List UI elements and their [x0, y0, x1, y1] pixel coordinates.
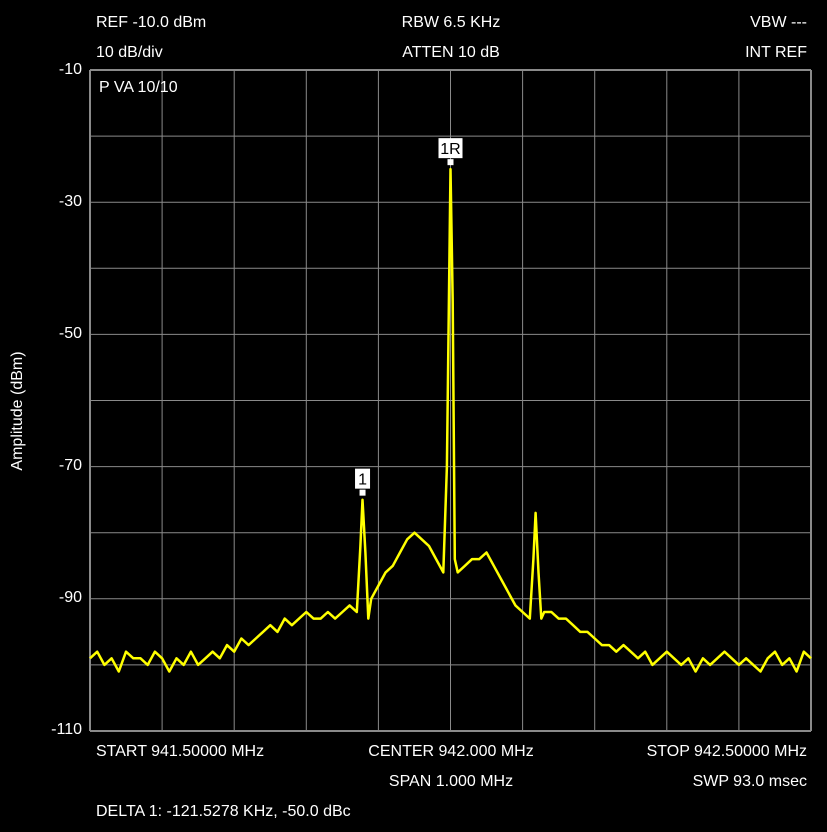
- marker-label-box: [438, 138, 463, 159]
- y-tick-label: -50: [58, 325, 82, 342]
- stop-frequency: STOP 942.50000 MHz: [646, 743, 807, 760]
- ref-level: REF -10.0 dBm: [96, 14, 207, 31]
- vbw-readout: VBW ---: [750, 14, 807, 31]
- y-tick-label: -10: [58, 61, 82, 78]
- marker-1: 1: [355, 468, 371, 496]
- marker-point: [447, 159, 454, 166]
- trace-layer: [89, 167, 812, 673]
- y-tick-label: -90: [58, 589, 82, 606]
- marker-point: [359, 489, 366, 496]
- scale-per-div: 10 dB/div: [96, 44, 163, 61]
- spectrum-trace: [89, 167, 812, 673]
- marker-label-text: 1: [358, 472, 367, 489]
- start-frequency: START 941.50000 MHz: [96, 743, 265, 760]
- delta-marker-readout: DELTA 1: -121.5278 KHz, -50.0 dBc: [96, 803, 351, 820]
- int-ref-readout: INT REF: [745, 44, 807, 61]
- marker-layer: 1R 1: [355, 138, 463, 496]
- marker-label-box: [355, 468, 371, 489]
- y-tick-label: -70: [58, 457, 82, 474]
- sweep-time: SWP 93.0 msec: [692, 773, 807, 790]
- atten-readout: ATTEN 10 dB: [402, 44, 500, 61]
- marker-1r: 1R: [438, 138, 463, 166]
- trace-mode-label: P VA 10/10: [99, 79, 178, 96]
- span-readout: SPAN 1.000 MHz: [388, 773, 514, 790]
- y-tick-label: -30: [58, 193, 82, 210]
- marker-label-text: 1R: [440, 141, 460, 158]
- center-frequency: CENTER 942.000 MHz: [368, 743, 534, 760]
- y-tick-label: -110: [51, 721, 82, 738]
- rbw-readout: RBW 6.5 KHz: [401, 14, 501, 31]
